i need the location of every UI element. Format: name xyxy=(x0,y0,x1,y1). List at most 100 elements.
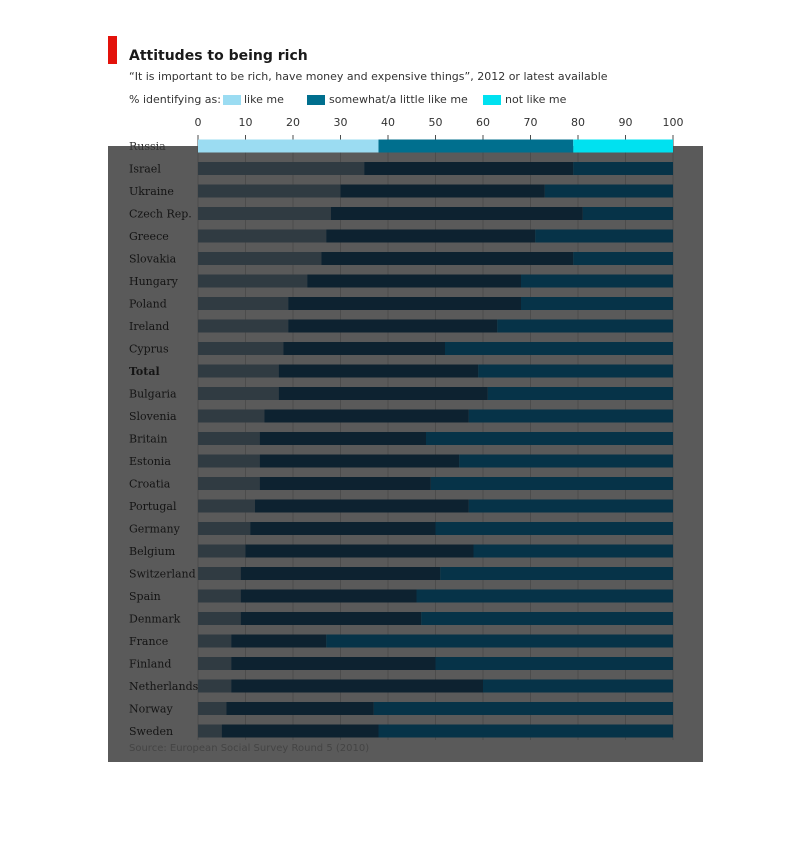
bar-segment xyxy=(198,679,232,693)
category-label: Switzerland xyxy=(129,568,196,581)
chart-subtitle: “It is important to be rich, have money … xyxy=(129,70,608,83)
legend-label-like-me: like me xyxy=(244,93,284,106)
category-label: Israel xyxy=(129,163,161,176)
category-label: Greece xyxy=(129,230,169,243)
bar-segment xyxy=(221,724,379,738)
bar-segment xyxy=(240,589,417,603)
bar-segment xyxy=(487,387,673,400)
bar-segment xyxy=(198,499,255,513)
category-label: Cyprus xyxy=(129,343,169,356)
category-label: Belgium xyxy=(129,545,176,558)
bar-segment xyxy=(198,139,379,153)
bar-segment xyxy=(573,162,673,175)
category-label: Denmark xyxy=(129,613,181,626)
bar-segment xyxy=(198,567,241,580)
category-label: Croatia xyxy=(129,478,171,491)
category-label: Total xyxy=(129,365,160,378)
bar-segment xyxy=(326,229,536,243)
bar-segment xyxy=(231,634,327,648)
legend-swatch-like-me xyxy=(223,95,241,105)
chart-title: Attitudes to being rich xyxy=(129,48,308,64)
x-tick-label: 50 xyxy=(429,116,443,129)
bar-segment xyxy=(198,522,251,535)
legend-label-not-like-me: not like me xyxy=(505,93,567,106)
bar-segment xyxy=(198,432,260,445)
bar-segment xyxy=(278,364,479,378)
bar-segment xyxy=(288,319,498,333)
bar-segment xyxy=(478,364,673,378)
bar-segment xyxy=(426,432,673,445)
bar-segment xyxy=(198,634,232,648)
bar-segment xyxy=(198,207,331,220)
bar-segment xyxy=(255,499,469,513)
bar-segment xyxy=(198,589,241,603)
bar-segment xyxy=(468,409,673,423)
source-note: Source: European Social Survey Round 5 (… xyxy=(129,743,370,754)
x-tick-label: 100 xyxy=(663,116,684,129)
legend-prefix: % identifying as: xyxy=(129,93,221,106)
bar-segment xyxy=(198,544,246,558)
category-label: Portugal xyxy=(129,500,177,513)
category-label: Hungary xyxy=(129,275,179,288)
bar-segment xyxy=(226,702,374,715)
brand-red-tag xyxy=(108,36,117,64)
bar-segment xyxy=(250,522,436,535)
bar-segment xyxy=(421,612,673,625)
category-label: Netherlands xyxy=(129,680,199,693)
bar-segment xyxy=(497,319,673,333)
bar-segment xyxy=(198,274,308,288)
chart-header-area xyxy=(108,36,703,146)
bar-segment xyxy=(198,297,289,310)
bar-segment xyxy=(198,342,284,355)
category-label: Slovakia xyxy=(129,253,177,266)
bar-segment xyxy=(198,229,327,243)
category-label: Bulgaria xyxy=(129,388,177,401)
bar-segment xyxy=(459,454,673,468)
bar-segment xyxy=(435,522,673,535)
category-label: Ireland xyxy=(129,320,169,333)
bar-segment xyxy=(240,612,422,625)
bar-segment xyxy=(240,567,441,580)
bar-segment xyxy=(198,387,279,400)
category-label: Norway xyxy=(129,703,173,716)
bar-segment xyxy=(198,252,322,265)
bar-segment xyxy=(535,229,673,243)
x-tick-label: 40 xyxy=(381,116,395,129)
bar-segment xyxy=(445,342,673,355)
bar-segment xyxy=(326,634,673,648)
bar-segment xyxy=(198,184,341,198)
bar-segment xyxy=(198,162,365,175)
category-label: Russia xyxy=(129,140,166,153)
bar-segment xyxy=(521,297,673,310)
category-label: France xyxy=(129,635,168,648)
bar-segment xyxy=(416,589,673,603)
x-tick-label: 10 xyxy=(239,116,253,129)
category-label: Ukraine xyxy=(129,185,174,198)
bar-segment xyxy=(278,387,488,400)
bar-segment xyxy=(245,544,474,558)
x-tick-label: 30 xyxy=(334,116,348,129)
bar-segment xyxy=(378,139,574,153)
category-label: Britain xyxy=(129,433,167,446)
bar-segment xyxy=(573,252,673,265)
x-tick-label: 20 xyxy=(286,116,300,129)
category-label: Poland xyxy=(129,298,167,311)
bar-segment xyxy=(283,342,445,355)
bar-segment xyxy=(259,477,431,490)
bar-segment xyxy=(231,679,483,693)
bar-segment xyxy=(198,319,289,333)
x-tick-label: 0 xyxy=(195,116,202,129)
category-label: Germany xyxy=(129,523,181,536)
bar-segment xyxy=(198,454,260,468)
bar-segment xyxy=(544,184,673,198)
bar-segment xyxy=(198,477,260,490)
bar-segment xyxy=(198,364,279,378)
category-label: Spain xyxy=(129,590,161,603)
bar-segment xyxy=(288,297,521,310)
bar-segment xyxy=(321,252,574,265)
category-label: Finland xyxy=(129,658,171,671)
bar-segment xyxy=(440,567,673,580)
bar-segment xyxy=(364,162,574,175)
bar-segment xyxy=(340,184,545,198)
bar-segment xyxy=(198,702,227,715)
